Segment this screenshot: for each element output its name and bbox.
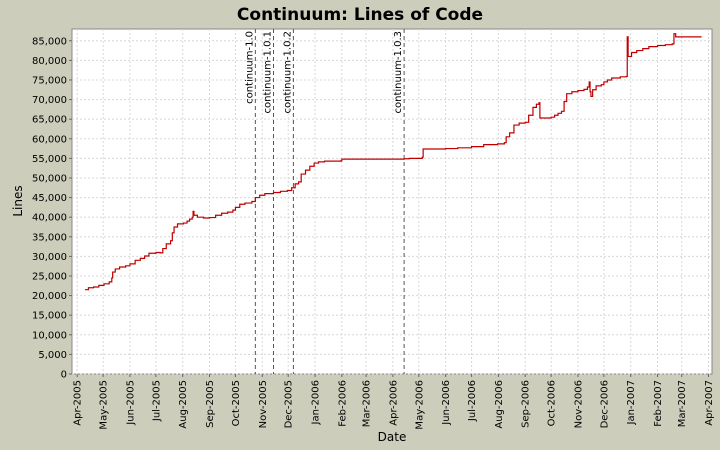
x-tick-label: Mar-2006 (362, 380, 373, 427)
x-tick-label: Dec-2006 (599, 380, 610, 428)
y-tick-label: 25,000 (32, 271, 67, 282)
y-tick-label: 85,000 (32, 36, 67, 47)
x-tick-label: Mar-2007 (677, 380, 688, 427)
x-tick-label: Sep-2006 (521, 380, 532, 428)
x-tick-label: Sep-2005 (205, 380, 216, 428)
y-tick-label: 15,000 (32, 311, 67, 322)
x-tick-label: Dec-2005 (284, 380, 295, 428)
y-tick-label: 50,000 (32, 173, 67, 184)
y-tick-label: 5,000 (38, 350, 67, 361)
x-tick-label: Jun-2006 (441, 380, 452, 426)
y-axis: 0 5,000 10,000 15,000 20,000 25,000 30,000 35,0… (32, 36, 72, 381)
release-marker-label: continuum-1.0.3 (393, 31, 404, 113)
y-tick-label: 70,000 (32, 95, 67, 106)
x-tick-label: Apr-2007 (704, 380, 715, 426)
y-tick-label: 75,000 (32, 75, 67, 86)
x-tick-label: Jul-2005 (151, 380, 162, 422)
y-tick-label: 0 (61, 370, 67, 381)
x-tick-label: Jan-2006 (311, 380, 322, 425)
x-tick-label: Jul-2006 (467, 380, 478, 422)
x-tick-label: Aug-2006 (494, 380, 505, 429)
grid (72, 29, 712, 375)
y-tick-label: 45,000 (32, 193, 67, 204)
y-tick-label: 65,000 (32, 115, 67, 126)
x-tick-label: May-2005 (99, 380, 110, 430)
x-tick-label: Oct-2005 (231, 380, 242, 426)
y-tick-label: 35,000 (32, 232, 67, 243)
x-axis-title: Date (378, 430, 407, 444)
y-tick-label: 20,000 (32, 291, 67, 302)
series-line (84, 33, 702, 291)
x-tick-label: May-2006 (414, 380, 425, 430)
x-tick-label: Feb-2006 (337, 380, 348, 427)
x-tick-label: Feb-2007 (653, 380, 664, 427)
x-tick-label: Aug-2005 (178, 380, 189, 429)
x-axis: Apr-2005 May-2005 Jun-2005 Jul-2005 Aug-2005… (73, 374, 715, 430)
y-tick-label: 55,000 (32, 154, 67, 165)
x-tick-label: Apr-2005 (73, 380, 84, 426)
y-tick-label: 60,000 (32, 134, 67, 145)
plot-area (71, 28, 713, 375)
x-tick-label: Nov-2005 (258, 380, 269, 428)
y-axis-title: Lines (11, 185, 25, 216)
release-marker-label: continuum-1.0.2 (282, 31, 293, 113)
series-layer (84, 33, 702, 291)
chart-title: Continuum: Lines of Code (237, 5, 483, 25)
x-tick-label: Oct-2006 (547, 380, 558, 426)
release-markers: continuum-1.0 continuum-1.0.1 continuum-1.… (244, 29, 405, 374)
y-tick-label: 80,000 (32, 56, 67, 67)
release-marker-label: continuum-1.0.1 (263, 31, 274, 113)
x-tick-label: Jan-2007 (626, 380, 637, 425)
y-tick-label: 30,000 (32, 252, 67, 263)
release-marker-label: continuum-1.0 (244, 31, 255, 104)
x-tick-label: Jun-2005 (125, 380, 136, 426)
y-tick-label: 40,000 (32, 213, 67, 224)
x-tick-label: Apr-2006 (388, 380, 399, 426)
x-tick-label: Nov-2006 (573, 380, 584, 428)
y-tick-label: 10,000 (32, 330, 67, 341)
